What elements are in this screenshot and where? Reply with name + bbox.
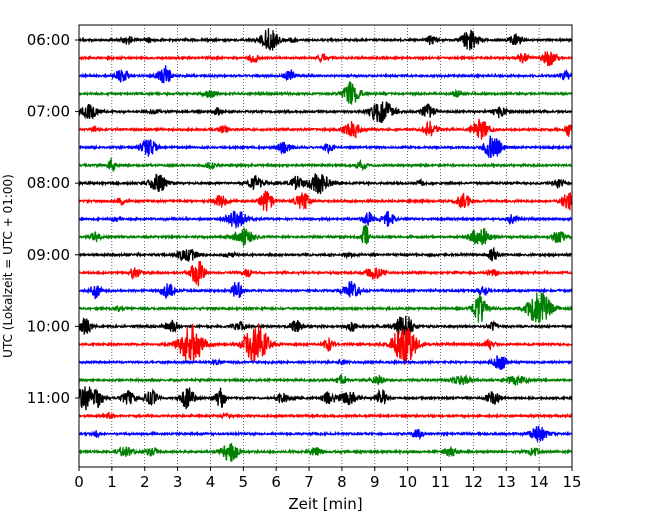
x-tick-label: 14	[530, 473, 549, 491]
trace-line	[78, 224, 573, 247]
trace-line	[78, 260, 573, 287]
trace-line	[78, 355, 573, 371]
x-tick-label: 10	[398, 473, 417, 491]
x-tick-label: 6	[271, 473, 281, 491]
x-tick-label: 11	[431, 473, 450, 491]
trace-line	[78, 135, 573, 159]
x-tick-label: 7	[304, 473, 314, 491]
x-tick-label: 9	[370, 473, 380, 491]
trace-line	[78, 118, 573, 140]
trace-line	[78, 51, 573, 67]
trace-line	[78, 65, 573, 84]
x-axis: 0 1 2 3 4 5 6 7 8 9 10 11 12 13 14 15	[74, 467, 582, 491]
trace-line	[78, 81, 573, 105]
trace-line	[78, 281, 573, 300]
y-tick-label: 07:00	[27, 103, 70, 121]
trace-line	[78, 210, 573, 229]
y-axis-label: UTC (Lokalzeit = UTC + 01:00)	[1, 174, 15, 358]
trace-line	[78, 173, 573, 195]
trace-line	[78, 315, 573, 341]
x-axis-label: Zeit [min]	[288, 495, 362, 513]
x-tick-label: 12	[464, 473, 483, 491]
trace-layer	[78, 28, 573, 462]
x-tick-label: 1	[107, 473, 117, 491]
y-tick-label: 10:00	[27, 317, 70, 335]
y-axis: 06:00 07:00 08:00 09:00 10:00 11:00	[27, 31, 79, 407]
trace-line	[78, 28, 573, 51]
x-tick-label: 15	[562, 473, 581, 491]
x-tick-label: 3	[173, 473, 183, 491]
x-tick-label: 8	[337, 473, 347, 491]
trace-line	[78, 411, 573, 420]
trace-line	[78, 292, 573, 324]
x-tick-label: 5	[239, 473, 249, 491]
trace-line	[78, 246, 573, 262]
trace-line	[78, 101, 573, 124]
x-tick-label: 13	[497, 473, 516, 491]
trace-line	[78, 157, 573, 173]
y-tick-label: 09:00	[27, 246, 70, 264]
plot-frame	[78, 24, 573, 468]
trace-line	[78, 190, 573, 212]
y-tick-label: 11:00	[27, 389, 70, 407]
x-tick-label: 2	[140, 473, 150, 491]
trace-line	[78, 373, 573, 387]
x-tick-label: 4	[206, 473, 216, 491]
trace-line	[78, 443, 573, 462]
x-tick-label: 0	[74, 473, 84, 491]
y-tick-label: 08:00	[27, 174, 70, 192]
trace-line	[78, 323, 573, 365]
trace-line	[78, 386, 573, 411]
trace-line	[78, 425, 573, 444]
y-tick-label: 06:00	[27, 31, 70, 49]
